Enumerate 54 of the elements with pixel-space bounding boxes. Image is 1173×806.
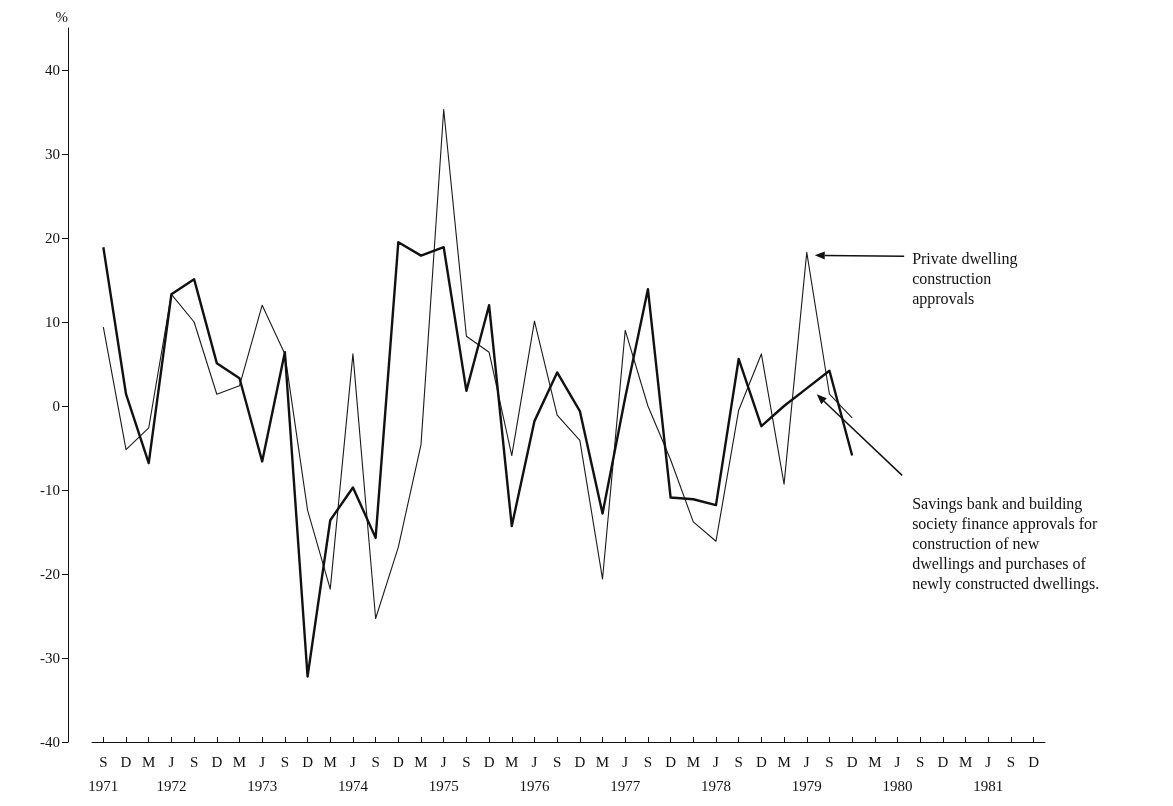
x-tick-label: D	[937, 754, 949, 770]
x-tick-label: M	[142, 754, 156, 770]
x-tick-label: J 1974	[337, 754, 369, 794]
x-tick-label: J 1972	[156, 754, 187, 794]
x-tick-label: S	[1006, 754, 1016, 770]
x-tick-label: M	[414, 754, 428, 770]
x-tick-label: D	[1028, 754, 1040, 770]
x-tick-label: J 1981	[973, 754, 1004, 794]
x-tick-label: S	[643, 754, 653, 770]
x-tick-label: J 1980	[882, 754, 913, 794]
y-tick-label: -20	[40, 566, 60, 582]
y-tick-label: 40	[45, 62, 60, 78]
x-tick-label: D	[755, 754, 767, 770]
y-tick-label: 0	[52, 398, 60, 414]
x-tick-label: S	[552, 754, 562, 770]
x-tick-label: J 1973	[247, 754, 278, 794]
x-tick-label: M	[777, 754, 791, 770]
y-axis-title: %	[55, 8, 68, 25]
legend-label: Private dwelling construction approvals	[912, 249, 1022, 308]
x-tick-label: S	[462, 754, 471, 770]
x-tick-label: D	[302, 754, 314, 770]
x-tick-label: S	[734, 754, 743, 770]
y-tick-label: 10	[45, 314, 60, 330]
y-tick-label: -10	[40, 482, 60, 498]
x-tick-label: M	[686, 754, 700, 770]
x-tick-label: M	[232, 754, 247, 770]
x-tick-label: J 1978	[700, 754, 731, 794]
x-tick-label: D	[574, 754, 586, 770]
x-tick-label: J 1977	[610, 754, 641, 794]
x-tick-label: D	[665, 754, 677, 770]
x-tick-label: D	[846, 754, 858, 770]
y-tick-label: -30	[40, 650, 60, 666]
x-tick-label: M	[323, 754, 337, 770]
x-tick-label: J 1979	[791, 754, 822, 794]
text: Savings bank and building society finance approvals for construction of new dwellings and purchases of newly constructed dwellings.	[912, 494, 1102, 593]
x-tick-label: S	[825, 754, 834, 770]
y-tick-label: -40	[40, 734, 60, 750]
x-tick-label: J 1975	[428, 754, 459, 794]
y-tick-label: 30	[45, 146, 60, 162]
x-tick-label: M	[595, 754, 610, 770]
x-tick-label: M	[958, 754, 973, 770]
x-tick-label: M	[505, 754, 519, 770]
x-tick-label: D	[392, 754, 404, 770]
x-tick-label: D	[483, 754, 495, 770]
x-tick-label: J 1976	[519, 754, 550, 794]
x-tick-label: S	[916, 754, 925, 770]
x-tick-label: S	[371, 754, 380, 770]
x-tick-label: S	[189, 754, 199, 770]
x-tick-label: D	[211, 754, 223, 770]
x-tick-label: S 1971	[88, 754, 119, 794]
x-tick-label: M	[868, 754, 882, 770]
x-tick-label: D	[120, 754, 132, 770]
y-tick-label: 20	[45, 230, 60, 246]
x-tick-label: S	[280, 754, 290, 770]
